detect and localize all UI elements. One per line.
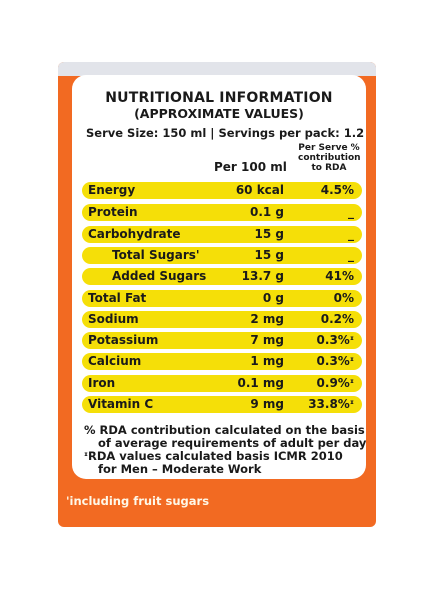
nutrition-subtitle: (APPROXIMATE VALUES) — [134, 106, 304, 121]
nutrient-row-iron: Iron 0.1 mg 0.9%ᶦ — [82, 375, 362, 392]
nutrient-row-added-sugars: Added Sugars 13.7 g 41% — [82, 268, 362, 285]
nutrient-value: 2 mg — [250, 312, 284, 326]
rda-note-line: of average requirements of adult per day — [98, 436, 367, 450]
nutrient-row-potassium: Potassium 7 mg 0.3%ᶦ — [82, 332, 362, 349]
nutrient-rda: _ — [348, 205, 354, 219]
nutrient-name: Total Sugars' — [112, 248, 200, 262]
rda-note-line: % RDA contribution calculated on the bas… — [84, 423, 365, 437]
nutrient-value: 0 g — [262, 291, 284, 305]
nutrient-row-calcium: Calcium 1 mg 0.3%ᶦ — [82, 353, 362, 370]
column-header-per-100ml: Per 100 ml — [214, 160, 287, 174]
nutrient-value: 9 mg — [250, 397, 284, 411]
nutrient-rda: 0.3%ᶦ — [316, 333, 354, 347]
nutrient-value: 13.7 g — [241, 269, 284, 283]
nutrient-row-carbohydrate: Carbohydrate 15 g _ — [82, 226, 362, 243]
column-header-rda: Per Serve % contribution to RDA — [298, 143, 361, 173]
nutrient-name: Iron — [88, 376, 116, 390]
nutrient-rda: 0.3%ᶦ — [316, 354, 354, 368]
nutrient-row-vitamin-c: Vitamin C 9 mg 33.8%ᶦ — [82, 396, 362, 413]
nutrient-row-protein: Protein 0.1 g _ — [82, 204, 362, 221]
nutrient-rda: 0.2% — [320, 312, 354, 326]
nutrient-name: Total Fat — [88, 291, 147, 305]
nutrient-rda: 4.5% — [320, 183, 354, 197]
nutrient-rda: 0% — [333, 291, 354, 305]
nutrient-rda: 41% — [325, 269, 354, 283]
nutrient-rda: 33.8%ᶦ — [308, 397, 354, 411]
nutrient-value: 1 mg — [250, 354, 284, 368]
nutrient-row-total-fat: Total Fat 0 g 0% — [82, 290, 362, 307]
nutrient-row-total-sugars: Total Sugars' 15 g _ — [82, 247, 362, 264]
nutrient-row-energy: Energy 60 kcal 4.5% — [82, 182, 362, 199]
nutrient-name: Potassium — [88, 333, 159, 347]
nutrient-value: 15 g — [254, 248, 284, 262]
nutrient-rda: _ — [348, 227, 354, 241]
nutrient-name: Sodium — [88, 312, 139, 326]
rda-note-line: ᶦRDA values calculated basis ICMR 2010 — [84, 449, 343, 463]
nutrient-name: Calcium — [88, 354, 142, 368]
nutrient-value: 60 kcal — [235, 183, 284, 197]
nutrient-name: Protein — [88, 205, 138, 219]
nutrient-name: Added Sugars — [112, 269, 207, 283]
nutrient-row-sodium: Sodium 2 mg 0.2% — [82, 311, 362, 328]
nutrient-value: 7 mg — [250, 333, 284, 347]
nutrient-name: Vitamin C — [88, 397, 154, 411]
nutrient-value: 15 g — [254, 227, 284, 241]
rda-note-line: for Men – Moderate Work — [98, 462, 262, 476]
fruit-sugars-footnote: 'including fruit sugars — [66, 494, 210, 508]
nutrient-value: 0.1 g — [249, 205, 284, 219]
serve-info: Serve Size: 150 ml | Servings per pack: … — [86, 126, 365, 140]
pack-top-strip — [58, 62, 376, 76]
nutrient-name: Energy — [88, 183, 136, 197]
nutrition-title: NUTRITIONAL INFORMATION — [105, 90, 333, 106]
nutrient-rda: 0.9%ᶦ — [316, 376, 354, 390]
rda-notes: % RDA contribution calculated on the bas… — [84, 423, 367, 476]
nutrient-rda: _ — [348, 248, 354, 262]
nutrient-value: 0.1 mg — [237, 376, 284, 390]
nutrient-name: Carbohydrate — [88, 227, 181, 241]
